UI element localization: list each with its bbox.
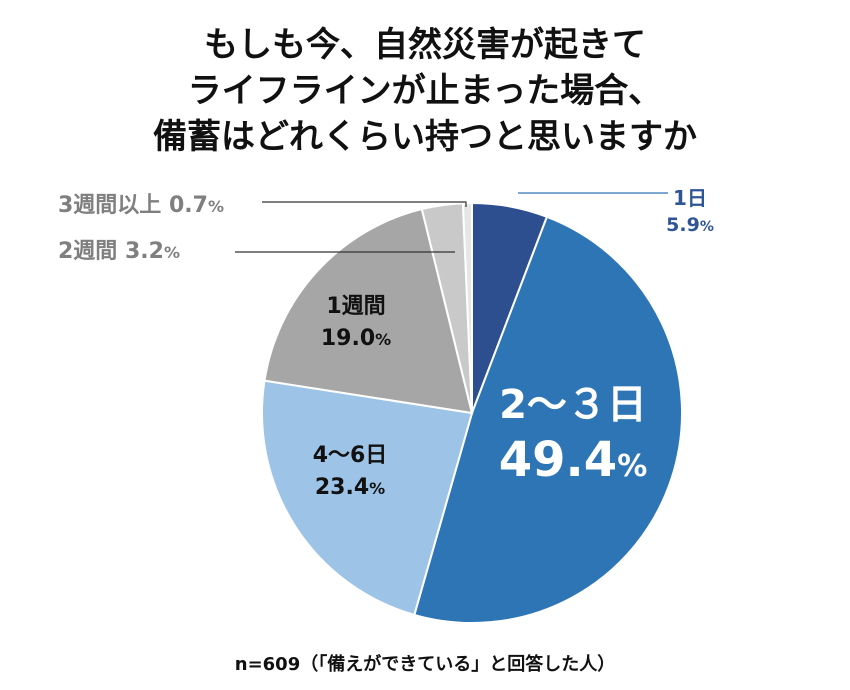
- pie-slice-4: [263, 207, 474, 415]
- slice-label-1: 1日 5.9%: [666, 186, 714, 236]
- title-line-3: 備蓄はどれくらい持つと思いますか: [153, 117, 697, 157]
- slice-value-3: 23.4%: [315, 475, 385, 500]
- slice-label-3: 4～6日 23.4%: [313, 443, 388, 500]
- sample-size-note: n=609（「備えができている」と回答した人）: [234, 654, 616, 675]
- pie-slice-2: [413, 215, 683, 625]
- slice-value-4: 19.0%: [321, 326, 391, 351]
- slice-label-5: 2週間 3.2%: [58, 239, 180, 264]
- slice-label-text-6: 3週間以上 0.7%: [58, 193, 224, 218]
- slice-value-1: 5.9%: [666, 214, 714, 236]
- chart-title: もしも今、自然災害が起きて ライフラインが止まった場合、 備蓄はどれくらい持つと…: [0, 22, 850, 160]
- slice-value-2: 49.4%: [499, 432, 648, 488]
- title-line-1: もしも今、自然災害が起きて: [204, 25, 646, 65]
- pie-slice-3: [261, 379, 474, 617]
- title-line-2: ライフラインが止まった場合、: [187, 71, 663, 111]
- slice-label-text-5: 2週間 3.2%: [58, 239, 180, 264]
- slice-label-4: 1週間 19.0%: [321, 294, 391, 351]
- pie-slice-6: [461, 201, 473, 414]
- slice-category-1: 1日: [673, 186, 707, 210]
- slice-category-3: 4～6日: [313, 443, 388, 468]
- slice-label-6: 3週間以上 0.7%: [58, 193, 224, 218]
- slice-category-2: 2～３日: [499, 382, 647, 428]
- slice-category-4: 1週間: [326, 294, 385, 319]
- leader-line-6: [262, 201, 467, 207]
